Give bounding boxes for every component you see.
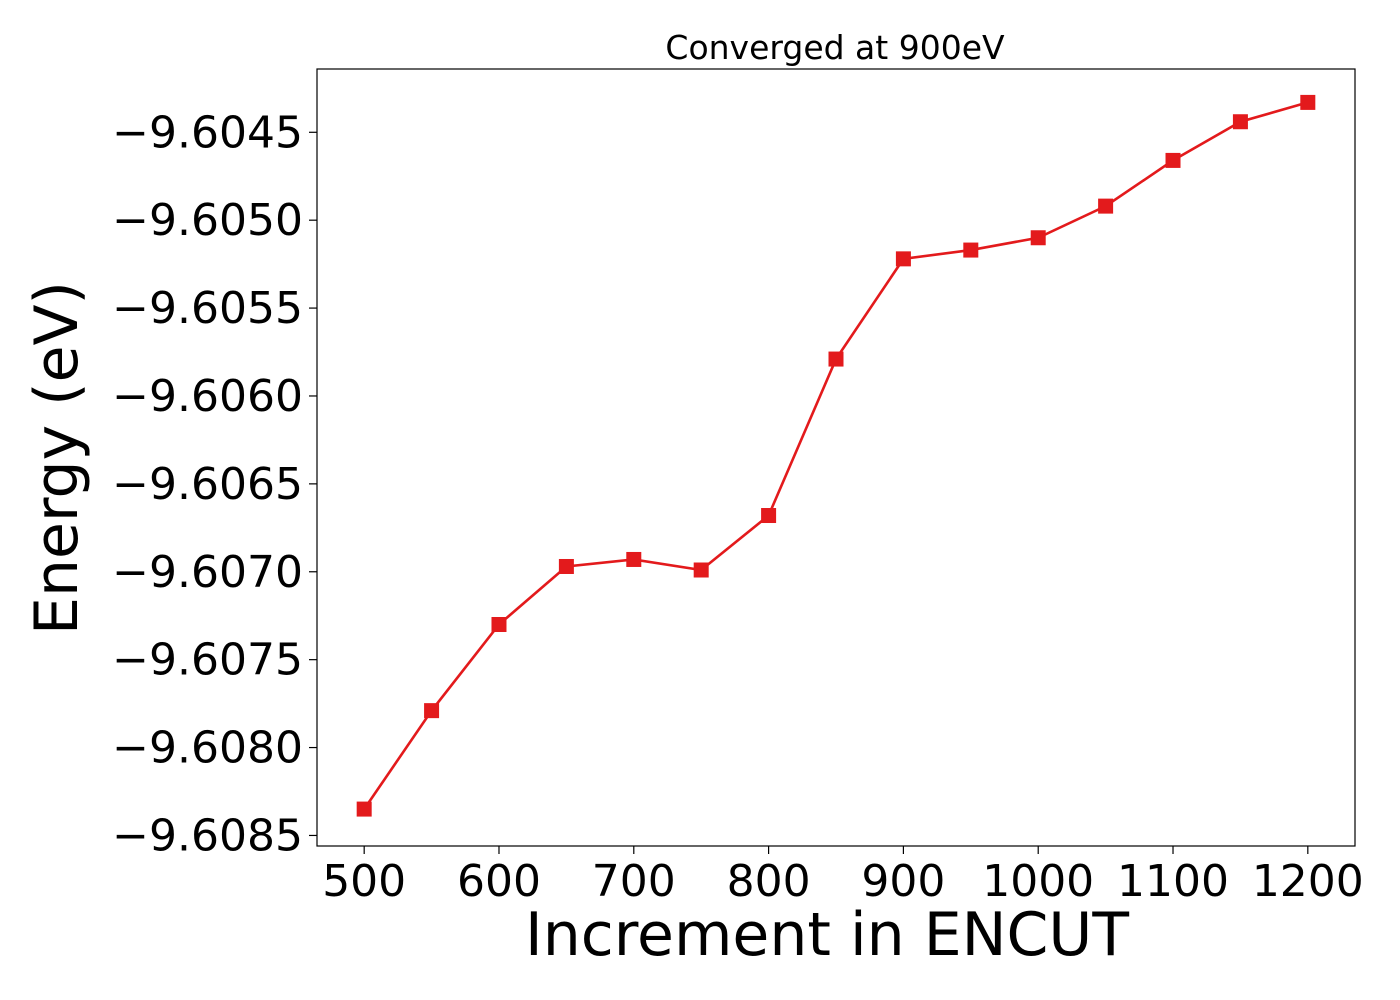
data-point	[558, 558, 574, 574]
data-point	[491, 617, 507, 633]
series-line	[363, 101, 1309, 810]
data-point	[761, 508, 777, 524]
x-axis-label: Increment in ENCUT	[525, 900, 1129, 970]
data-point	[356, 801, 372, 817]
data-point	[1300, 94, 1316, 110]
y-tick-label: −9.6050	[112, 195, 303, 246]
x-tick-label: 800	[727, 856, 811, 907]
y-axis-label: Energy (eV)	[22, 281, 92, 635]
plot-area	[316, 68, 1356, 847]
data-point	[1232, 114, 1248, 130]
data-point	[895, 251, 911, 267]
data-point	[963, 242, 979, 258]
y-tick-label: −9.6045	[112, 107, 303, 158]
y-axis: −9.6045 −9.6050 −9.6055 −9.6060 −9.6065 −9.60…	[112, 107, 317, 861]
data-point	[1098, 198, 1114, 214]
x-tick-label: 600	[457, 856, 541, 907]
y-tick-label: −9.6075	[112, 635, 303, 686]
x-tick-label: 500	[322, 856, 406, 907]
y-tick-label: −9.6085	[112, 810, 303, 861]
x-tick-label: 700	[592, 856, 676, 907]
data-point	[693, 562, 709, 578]
x-tick-label: 900	[861, 856, 945, 907]
x-tick-label: 1200	[1252, 856, 1364, 907]
series-markers	[356, 94, 1316, 817]
y-tick-label: −9.6080	[112, 723, 303, 774]
x-tick-label: 1000	[982, 856, 1094, 907]
data-point	[1165, 152, 1181, 168]
y-tick-label: −9.6055	[112, 283, 303, 334]
data-point	[1030, 230, 1046, 246]
x-tick-label: 1100	[1117, 856, 1229, 907]
y-tick-label: −9.6060	[112, 371, 303, 422]
x-axis: 500 600 700 800 900 1000 1100 1200	[322, 846, 1364, 907]
data-point	[424, 703, 440, 719]
data-point	[626, 551, 642, 567]
chart-title: Converged at 900eV	[665, 28, 1005, 67]
y-tick-label: −9.6070	[112, 547, 303, 598]
data-point	[828, 351, 844, 367]
y-tick-label: −9.6065	[112, 459, 303, 510]
